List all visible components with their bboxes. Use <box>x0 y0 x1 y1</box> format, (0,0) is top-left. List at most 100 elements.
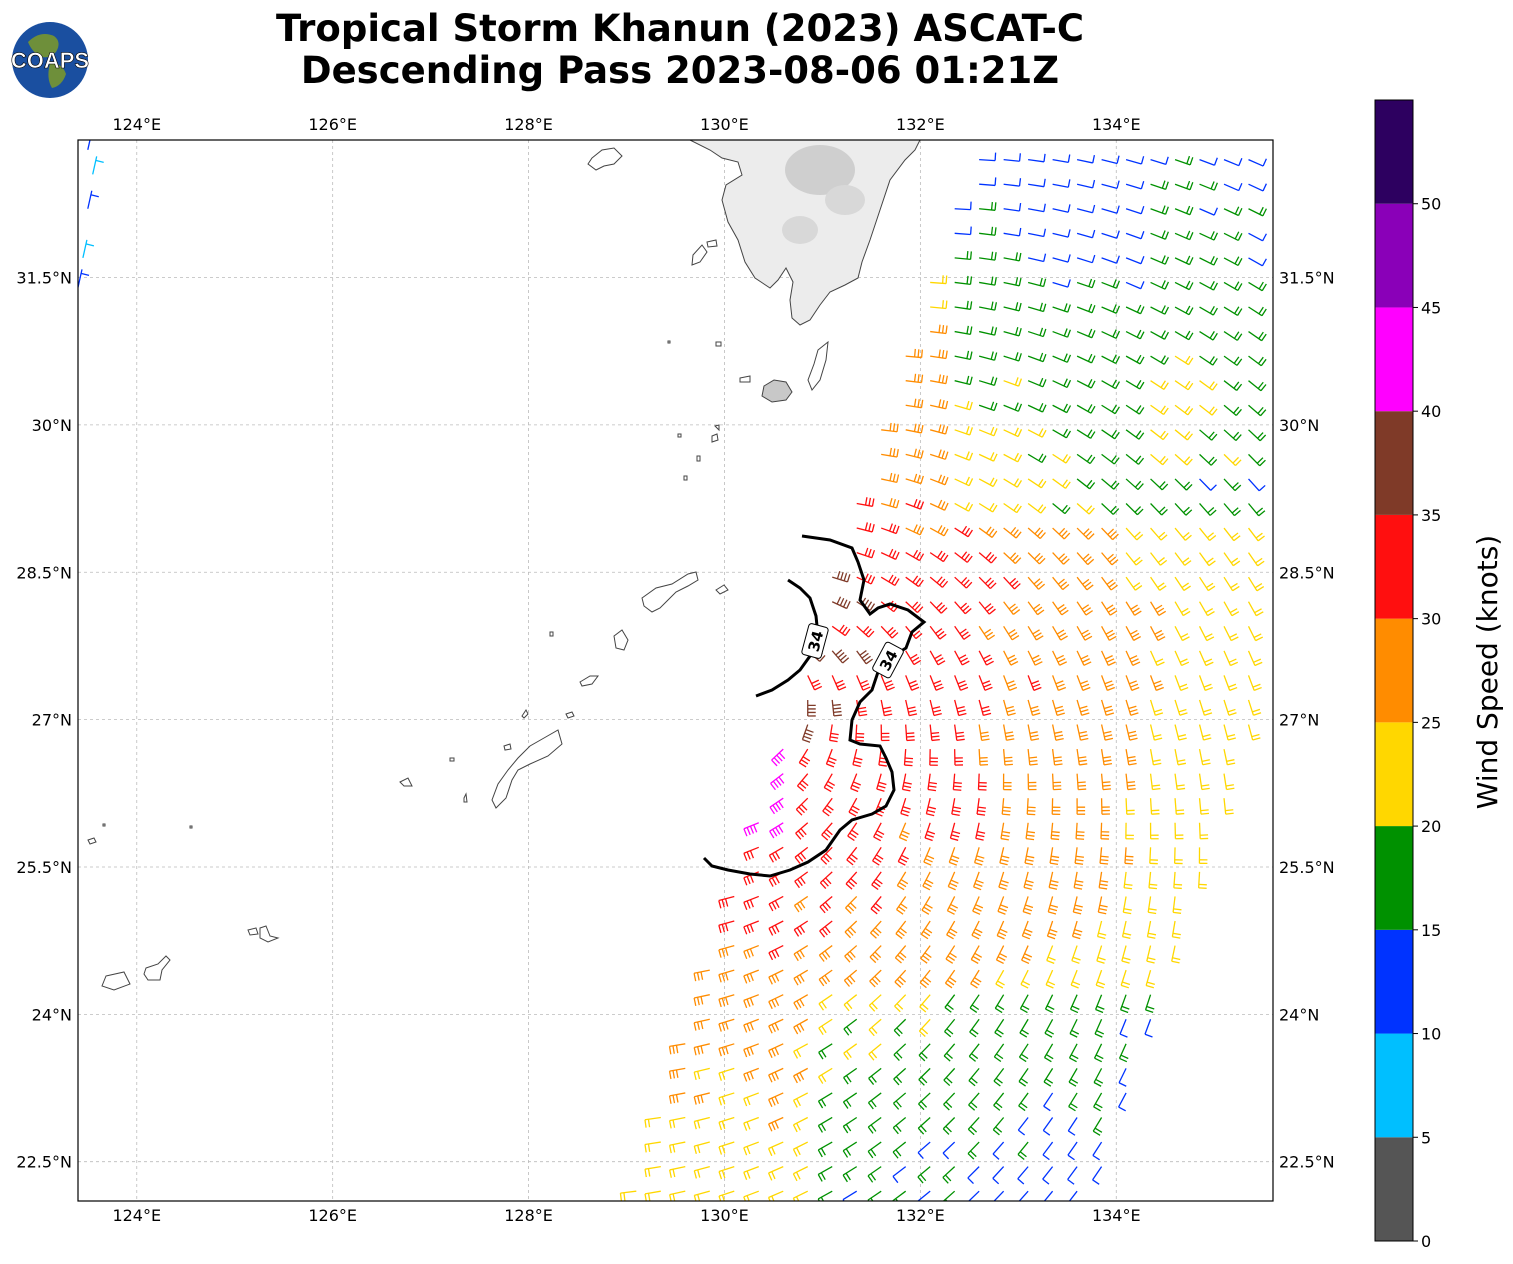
wind-barb <box>792 1092 809 1108</box>
wind-barb <box>1052 650 1068 666</box>
wind-barb <box>1049 847 1060 866</box>
colorbar-tick-label: 40 <box>1421 402 1441 421</box>
wind-barb <box>1093 1068 1104 1087</box>
wind-barb <box>1052 279 1071 288</box>
colorbar-tick-label: 20 <box>1421 817 1441 836</box>
wind-barb <box>1198 625 1215 642</box>
colorbar-segment <box>1375 203 1413 308</box>
wind-barb <box>1147 896 1157 915</box>
okinawa-island <box>491 729 563 809</box>
wind-barb <box>1174 699 1188 716</box>
wind-barb <box>1199 231 1219 241</box>
wind-barb <box>1223 576 1240 592</box>
wind-barb <box>1025 822 1035 841</box>
wind-barb <box>1146 920 1157 939</box>
colorbar-tick-label: 10 <box>1421 1025 1441 1044</box>
wind-barb <box>954 350 973 361</box>
wind-barb <box>892 1166 907 1184</box>
wind-barb <box>905 398 924 409</box>
wind-barb <box>1125 601 1142 616</box>
wind-barb <box>693 1116 710 1130</box>
wind-barb <box>82 239 95 259</box>
wind-barb <box>669 1190 686 1201</box>
wind-barb <box>1072 896 1083 915</box>
wind-barb <box>796 773 809 792</box>
lon-tick-label-bottom: 132°E <box>896 1206 945 1225</box>
wind-barb <box>1149 625 1166 642</box>
wind-barb <box>832 570 851 583</box>
wind-barb <box>819 920 833 938</box>
wind-barb <box>1073 871 1084 890</box>
wind-barb <box>895 920 907 940</box>
wind-barb <box>929 499 949 511</box>
wind-barb <box>1003 427 1023 438</box>
wind-barb <box>867 1190 882 1201</box>
colorbar-segment <box>1375 514 1413 619</box>
wind-barb <box>792 1116 809 1133</box>
wind-barb <box>929 625 947 640</box>
wind-barb <box>896 871 909 891</box>
wind-barb <box>1150 404 1169 416</box>
wind-barb <box>92 156 104 175</box>
wind-barb <box>1076 773 1087 791</box>
wind-barb <box>1247 527 1265 542</box>
colorbar-segment <box>1375 1033 1413 1138</box>
wind-barb <box>1003 202 1022 212</box>
wind-barb <box>1002 724 1015 741</box>
wind-barb <box>1071 920 1083 940</box>
wind-barb <box>1052 378 1072 389</box>
wind-barb <box>1052 428 1072 439</box>
wind-barb <box>1125 527 1144 541</box>
wind-barb <box>1146 945 1156 964</box>
wind-barb <box>1248 404 1267 417</box>
wind-barb <box>1199 207 1218 216</box>
wind-barb <box>919 969 932 989</box>
wind-barb <box>978 551 998 564</box>
wind-barb <box>668 1141 686 1154</box>
wind-barb <box>817 1116 833 1133</box>
colorbar: 0 5 10 15 20 25 30 35 40 45 50 <box>1374 99 1441 1251</box>
wind-barb <box>844 920 858 939</box>
wind-barb <box>974 847 985 866</box>
wind-barb <box>999 847 1010 866</box>
colorbar-tick-label: 5 <box>1421 1128 1431 1147</box>
wind-barb <box>1101 625 1117 641</box>
colorbar-segment <box>1375 307 1413 412</box>
wind-barb <box>1124 847 1134 865</box>
wind-barb <box>1121 920 1132 940</box>
wind-barb <box>718 944 735 958</box>
wind-barb <box>1248 503 1266 517</box>
wind-barb <box>743 1043 759 1058</box>
wind-barb <box>1118 1043 1129 1063</box>
wind-barb <box>767 1166 784 1181</box>
wind-barb <box>819 895 833 914</box>
wind-barb <box>867 1092 882 1110</box>
colorbar-tick-label: 45 <box>1421 298 1441 317</box>
wind-barb <box>954 625 971 640</box>
wind-barb <box>1125 156 1145 165</box>
wind-barb <box>842 1116 858 1134</box>
wind-barb <box>894 994 907 1013</box>
wind-barb <box>1174 404 1194 416</box>
wind-barb <box>1045 969 1056 989</box>
wind-barb <box>1150 576 1167 591</box>
wind-barb <box>1024 847 1035 866</box>
wind-barb <box>978 526 998 538</box>
wind-barb <box>894 945 907 964</box>
wind-barb <box>929 675 944 691</box>
wind-barb <box>831 596 851 610</box>
wind-barb <box>905 724 915 742</box>
wind-barb <box>946 896 959 915</box>
wind-barb <box>743 920 759 935</box>
wind-barb <box>876 773 887 792</box>
wind-barb <box>793 1067 809 1084</box>
wind-barb <box>1023 871 1034 891</box>
wind-barb <box>768 1092 784 1108</box>
wind-barb <box>954 426 973 436</box>
wind-barb <box>1145 969 1155 989</box>
wind-barb <box>1043 1190 1054 1201</box>
wind-barb <box>1150 156 1169 166</box>
wind-barb <box>768 1043 784 1059</box>
wind-barb <box>979 251 997 261</box>
wind-barb <box>1223 380 1243 391</box>
